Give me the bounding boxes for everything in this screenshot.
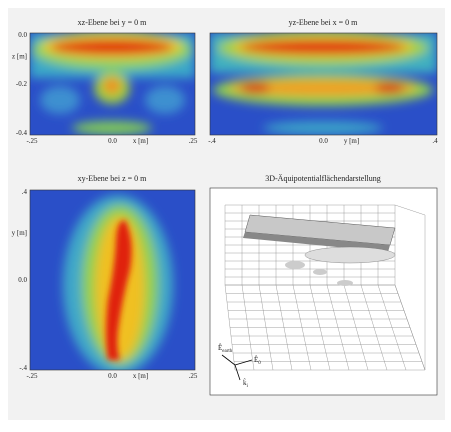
panel-title: xy-Ebene bei z = 0 m xyxy=(78,174,147,183)
frame xyxy=(210,188,437,395)
y-axis-label: y [m] xyxy=(12,229,27,237)
x-axis-label: x [m] xyxy=(133,372,148,380)
heatmap xyxy=(30,30,195,135)
x-tick-label: 0.0 xyxy=(108,137,117,145)
panel-title: 3D-Äquipotentialflächendarstellung xyxy=(265,174,381,183)
panel-title: yz-Ebene bei x = 0 m xyxy=(289,18,358,27)
x-tick-label: .4 xyxy=(432,137,438,145)
y-tick-label: -0.4 xyxy=(16,129,28,137)
y-tick-label: -0.2 xyxy=(16,80,28,88)
y-tick-label: 0.0 xyxy=(18,31,27,39)
x-tick-label: 0.0 xyxy=(319,137,328,145)
x-axis-label: y [m] xyxy=(344,137,359,145)
heatmap xyxy=(30,190,195,375)
x-tick-label: .25 xyxy=(189,372,198,380)
y-axis-label: z [m] xyxy=(12,53,27,61)
x-tick-label: .25 xyxy=(189,137,198,145)
heatmap xyxy=(210,30,437,135)
y-tick-label: .4 xyxy=(22,188,28,196)
x-axis-label: x [m] xyxy=(133,137,148,145)
panel-title: xz-Ebene bei y = 0 m xyxy=(78,18,147,27)
x-tick-label: 0.0 xyxy=(108,372,117,380)
figure: xz-Ebene bei y = 0 m yz-Ebene bei x = 0 … xyxy=(0,0,451,427)
x-tick-label: -.25 xyxy=(26,137,38,145)
y-tick-label: 0.0 xyxy=(18,276,27,284)
y-tick-label: -.4 xyxy=(19,364,27,372)
x-tick-label: -.4 xyxy=(208,137,216,145)
x-tick-label: -.25 xyxy=(26,372,38,380)
